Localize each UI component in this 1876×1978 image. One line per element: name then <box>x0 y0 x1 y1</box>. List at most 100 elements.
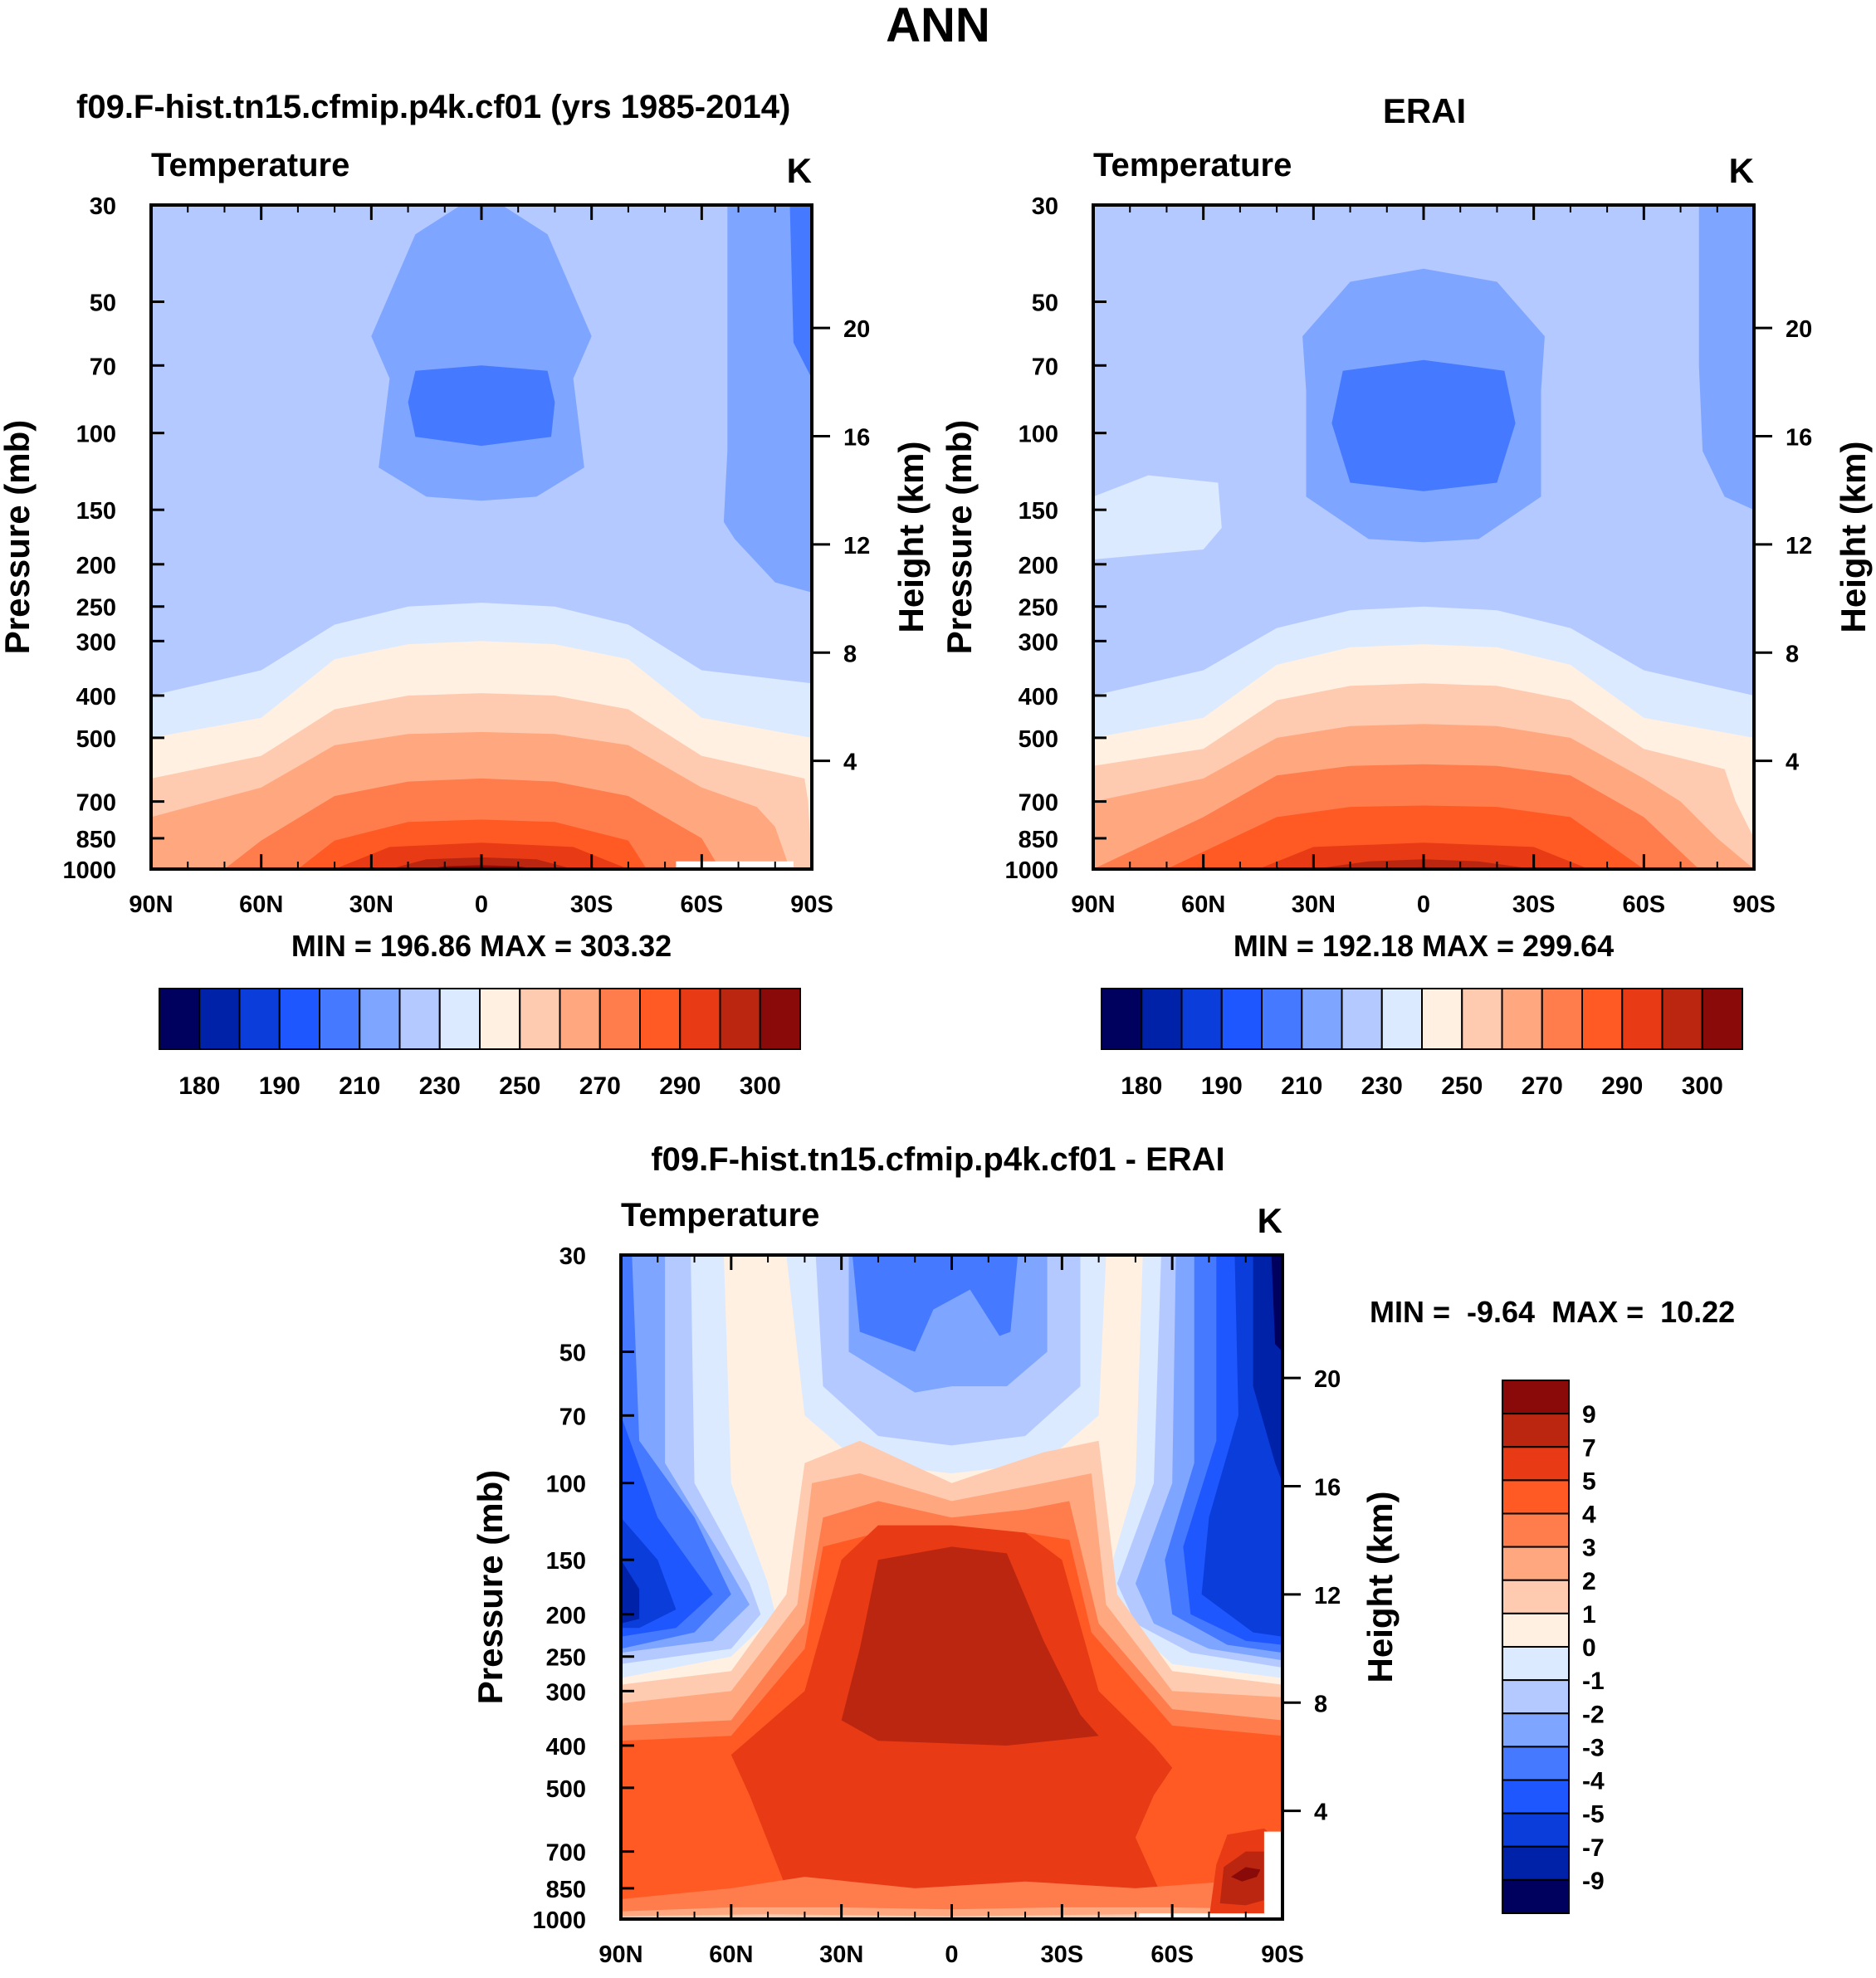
height-tick-label: 8 <box>843 641 857 667</box>
x-tick-label: 30N <box>1292 891 1336 918</box>
panel1-subtitle-right: K <box>787 151 812 190</box>
y-tick-label: 700 <box>1019 790 1058 817</box>
y-tick-label: 250 <box>76 595 116 622</box>
height-tick-label: 16 <box>843 425 870 452</box>
x-tick-label: 90S <box>790 891 833 918</box>
y-tick-label: 50 <box>1032 291 1058 317</box>
colorbar-swatch <box>1502 1479 1570 1515</box>
contour-band <box>1698 205 1754 510</box>
x-tick-label: 60S <box>1151 1941 1194 1968</box>
colorbar-swatch <box>1502 1779 1570 1814</box>
colorbar-label: 5 <box>1582 1468 1596 1495</box>
colorbar-label: 300 <box>1682 1072 1723 1100</box>
height-tick-label: 20 <box>1786 316 1812 343</box>
colorbar-label: -2 <box>1582 1701 1605 1728</box>
panel2-colorbar: 180 190 210 230 250 270 290 300 <box>1101 988 1743 1100</box>
panel3-subtitle-right: K <box>1258 1201 1282 1240</box>
x-tick-label: 30N <box>349 891 393 918</box>
figure-title: ANN <box>886 0 990 52</box>
colorbar-swatch <box>1621 988 1663 1050</box>
y-tick-label: 1000 <box>1004 857 1058 884</box>
panel3-subtitle-left: Temperature <box>621 1197 819 1233</box>
y-tick-label: 70 <box>559 1404 586 1430</box>
x-tick-label: 90S <box>1732 891 1776 918</box>
panel1-ylabel-right: Height (km) <box>892 442 931 633</box>
contour-band <box>621 1560 640 1624</box>
x-tick-label: 0 <box>945 1941 958 1968</box>
y-tick-label: 30 <box>559 1243 586 1270</box>
panel2-plot-area <box>1093 205 1754 869</box>
panel1-plot-area <box>151 205 812 869</box>
panel3-ylabel: Pressure (mb) <box>471 1470 510 1704</box>
colorbar-label: 7 <box>1582 1434 1596 1462</box>
colorbar-swatch <box>359 988 401 1050</box>
colorbar-label: 250 <box>499 1072 540 1100</box>
y-tick-label: 1000 <box>62 857 116 884</box>
x-tick-label: 0 <box>475 891 488 918</box>
panel3-title: f09.F-hist.tn15.cfmip.p4k.cf01 - ERAI <box>651 1141 1224 1178</box>
height-tick-label: 12 <box>843 533 870 559</box>
panel2-subtitle-left: Temperature <box>1093 147 1292 183</box>
colorbar-swatch <box>1581 988 1624 1050</box>
colorbar-label: 230 <box>1361 1072 1403 1100</box>
colorbar-swatch <box>1502 1646 1570 1682</box>
contour-band <box>841 1546 1099 1746</box>
colorbar-label: 210 <box>339 1072 380 1100</box>
colorbar-swatch <box>1502 1746 1570 1781</box>
height-tick-label: 4 <box>1314 1800 1327 1826</box>
colorbar-label: -3 <box>1582 1734 1605 1761</box>
contour-band <box>852 1255 1019 1352</box>
contour-band <box>723 205 812 593</box>
y-tick-label: 500 <box>1019 726 1058 753</box>
contour-band <box>1231 1867 1261 1882</box>
height-tick-label: 12 <box>1786 533 1812 559</box>
colorbar-swatch <box>1502 1546 1570 1581</box>
y-tick-label: 300 <box>76 629 116 656</box>
colorbar-label: 300 <box>740 1072 781 1100</box>
colorbar-swatch <box>1541 988 1583 1050</box>
colorbar-label: 180 <box>178 1072 220 1100</box>
panel2-title: ERAI <box>1383 91 1466 130</box>
panel1-subtitle-left: Temperature <box>151 147 349 183</box>
colorbar-label: 230 <box>419 1072 461 1100</box>
height-tick-label: 16 <box>1786 425 1812 452</box>
panel2-subtitle-right: K <box>1729 151 1754 190</box>
panel1-axes: 30 50 70 100 150 200 250 300 400 500 700 850 1000 20 1… <box>62 193 870 918</box>
colorbar-swatch <box>679 988 721 1050</box>
colorbar-swatch <box>398 988 441 1050</box>
panel1-title: f09.F-hist.tn15.cfmip.p4k.cf01 (yrs 1985… <box>76 89 790 125</box>
colorbar-swatch <box>1141 988 1183 1050</box>
y-tick-label: 150 <box>1019 498 1058 525</box>
panel3-plot-area <box>621 1255 1282 1919</box>
colorbar-swatch <box>198 988 241 1050</box>
x-tick-label: 0 <box>1417 891 1430 918</box>
y-tick-label: 850 <box>1019 827 1058 853</box>
colorbar-label: 0 <box>1582 1634 1596 1662</box>
contour-band <box>1271 1255 1282 1352</box>
colorbar-swatch <box>759 988 801 1050</box>
y-tick-label: 100 <box>76 422 116 448</box>
x-tick-label: 30S <box>1041 1941 1084 1968</box>
y-tick-label: 150 <box>546 1548 586 1575</box>
x-tick-label: 60S <box>1623 891 1666 918</box>
colorbar-swatch <box>1421 988 1463 1050</box>
colorbar-swatch <box>278 988 320 1050</box>
y-tick-label: 500 <box>546 1776 586 1803</box>
colorbar-swatch <box>1502 1679 1570 1715</box>
y-tick-label: 150 <box>76 498 116 525</box>
y-tick-label: 400 <box>1019 684 1058 711</box>
y-tick-label: 50 <box>90 291 116 317</box>
colorbar-swatch <box>1101 988 1143 1050</box>
y-tick-label: 850 <box>76 827 116 853</box>
contour-band <box>1093 475 1222 559</box>
panel2-axes: 30 50 70 100 150 200 250 300 400 500 700 850 1000 20 1… <box>1004 193 1812 918</box>
y-tick-label: 30 <box>90 193 116 220</box>
colorbar-swatch <box>1701 988 1743 1050</box>
colorbar-label: 270 <box>1522 1072 1563 1100</box>
colorbar-swatch <box>1380 988 1423 1050</box>
y-tick-label: 700 <box>546 1840 586 1867</box>
y-tick-label: 70 <box>1032 354 1058 380</box>
colorbar-swatch <box>1661 988 1703 1050</box>
colorbar-swatch <box>1502 1413 1570 1448</box>
